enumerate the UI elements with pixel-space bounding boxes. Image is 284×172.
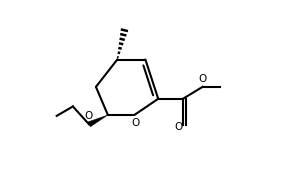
Polygon shape xyxy=(88,115,108,127)
Text: O: O xyxy=(84,111,92,121)
Text: O: O xyxy=(199,74,207,84)
Text: O: O xyxy=(131,118,139,128)
Text: O: O xyxy=(174,122,182,132)
